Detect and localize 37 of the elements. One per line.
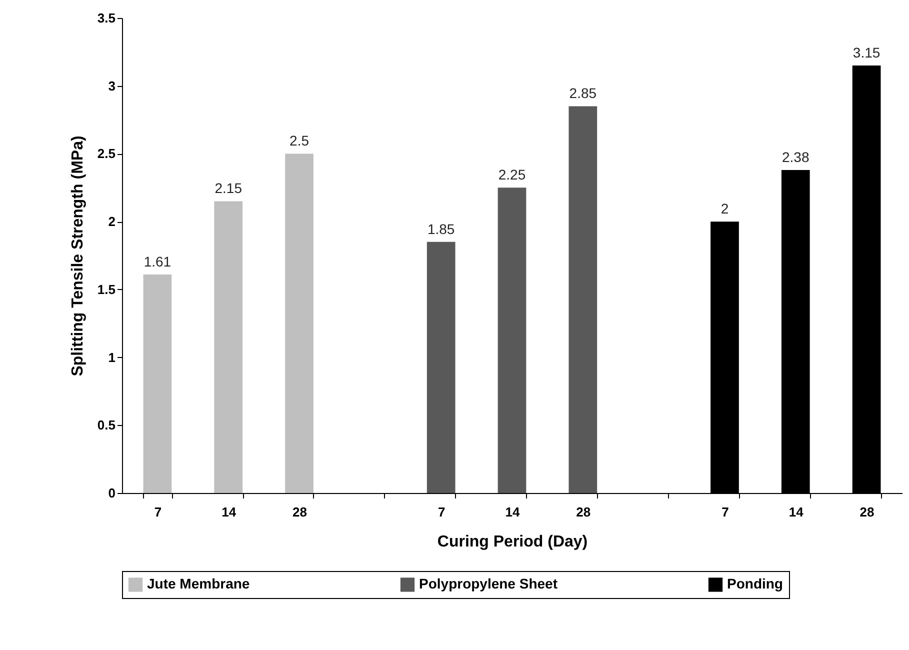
legend-label: Jute Membrane: [147, 576, 250, 592]
y-tick-label: 3: [108, 78, 116, 94]
x-tick-label: 28: [576, 504, 591, 520]
data-label: 2.25: [498, 166, 526, 183]
bar: [498, 188, 526, 493]
bar: [143, 274, 172, 493]
x-tick-label: 28: [292, 504, 308, 520]
legend-label: Polypropylene Sheet: [419, 576, 558, 592]
x-tick-label: 14: [788, 504, 804, 520]
y-tick-label: 0.5: [97, 418, 116, 433]
y-axis-title: Splitting Tensile Strength (MPa): [69, 136, 86, 376]
x-tick-label: 28: [860, 504, 874, 520]
data-label: 3.15: [852, 44, 880, 60]
data-label: 2: [720, 200, 729, 217]
data-label: 2.5: [290, 132, 310, 149]
bar: [568, 106, 598, 493]
data-label: 1.61: [144, 254, 172, 270]
bar: [214, 201, 243, 493]
bar: [426, 242, 456, 493]
x-tick-label: 14: [222, 504, 237, 520]
data-label: 2.85: [569, 85, 597, 102]
x-axis-title: Curing Period (Day): [437, 534, 588, 550]
data-label: 2.38: [782, 149, 810, 165]
x-tick-label: 7: [722, 504, 729, 520]
y-tick-label: 2.5: [97, 146, 116, 162]
x-tick-label: 14: [505, 504, 520, 520]
x-tick-label: 7: [154, 504, 162, 520]
legend-label: Ponding: [727, 576, 783, 592]
data-label: 2.15: [214, 180, 242, 196]
y-tick-label: 1.5: [97, 282, 116, 297]
bar: [285, 154, 314, 493]
x-tick-label: 7: [438, 504, 446, 520]
y-tick-label: 0: [108, 486, 116, 500]
y-tick-label: 1: [108, 350, 116, 365]
y-tick-label: 3.5: [97, 10, 116, 26]
y-tick-label: 2: [108, 214, 116, 230]
data-label: 1.85: [427, 220, 455, 237]
